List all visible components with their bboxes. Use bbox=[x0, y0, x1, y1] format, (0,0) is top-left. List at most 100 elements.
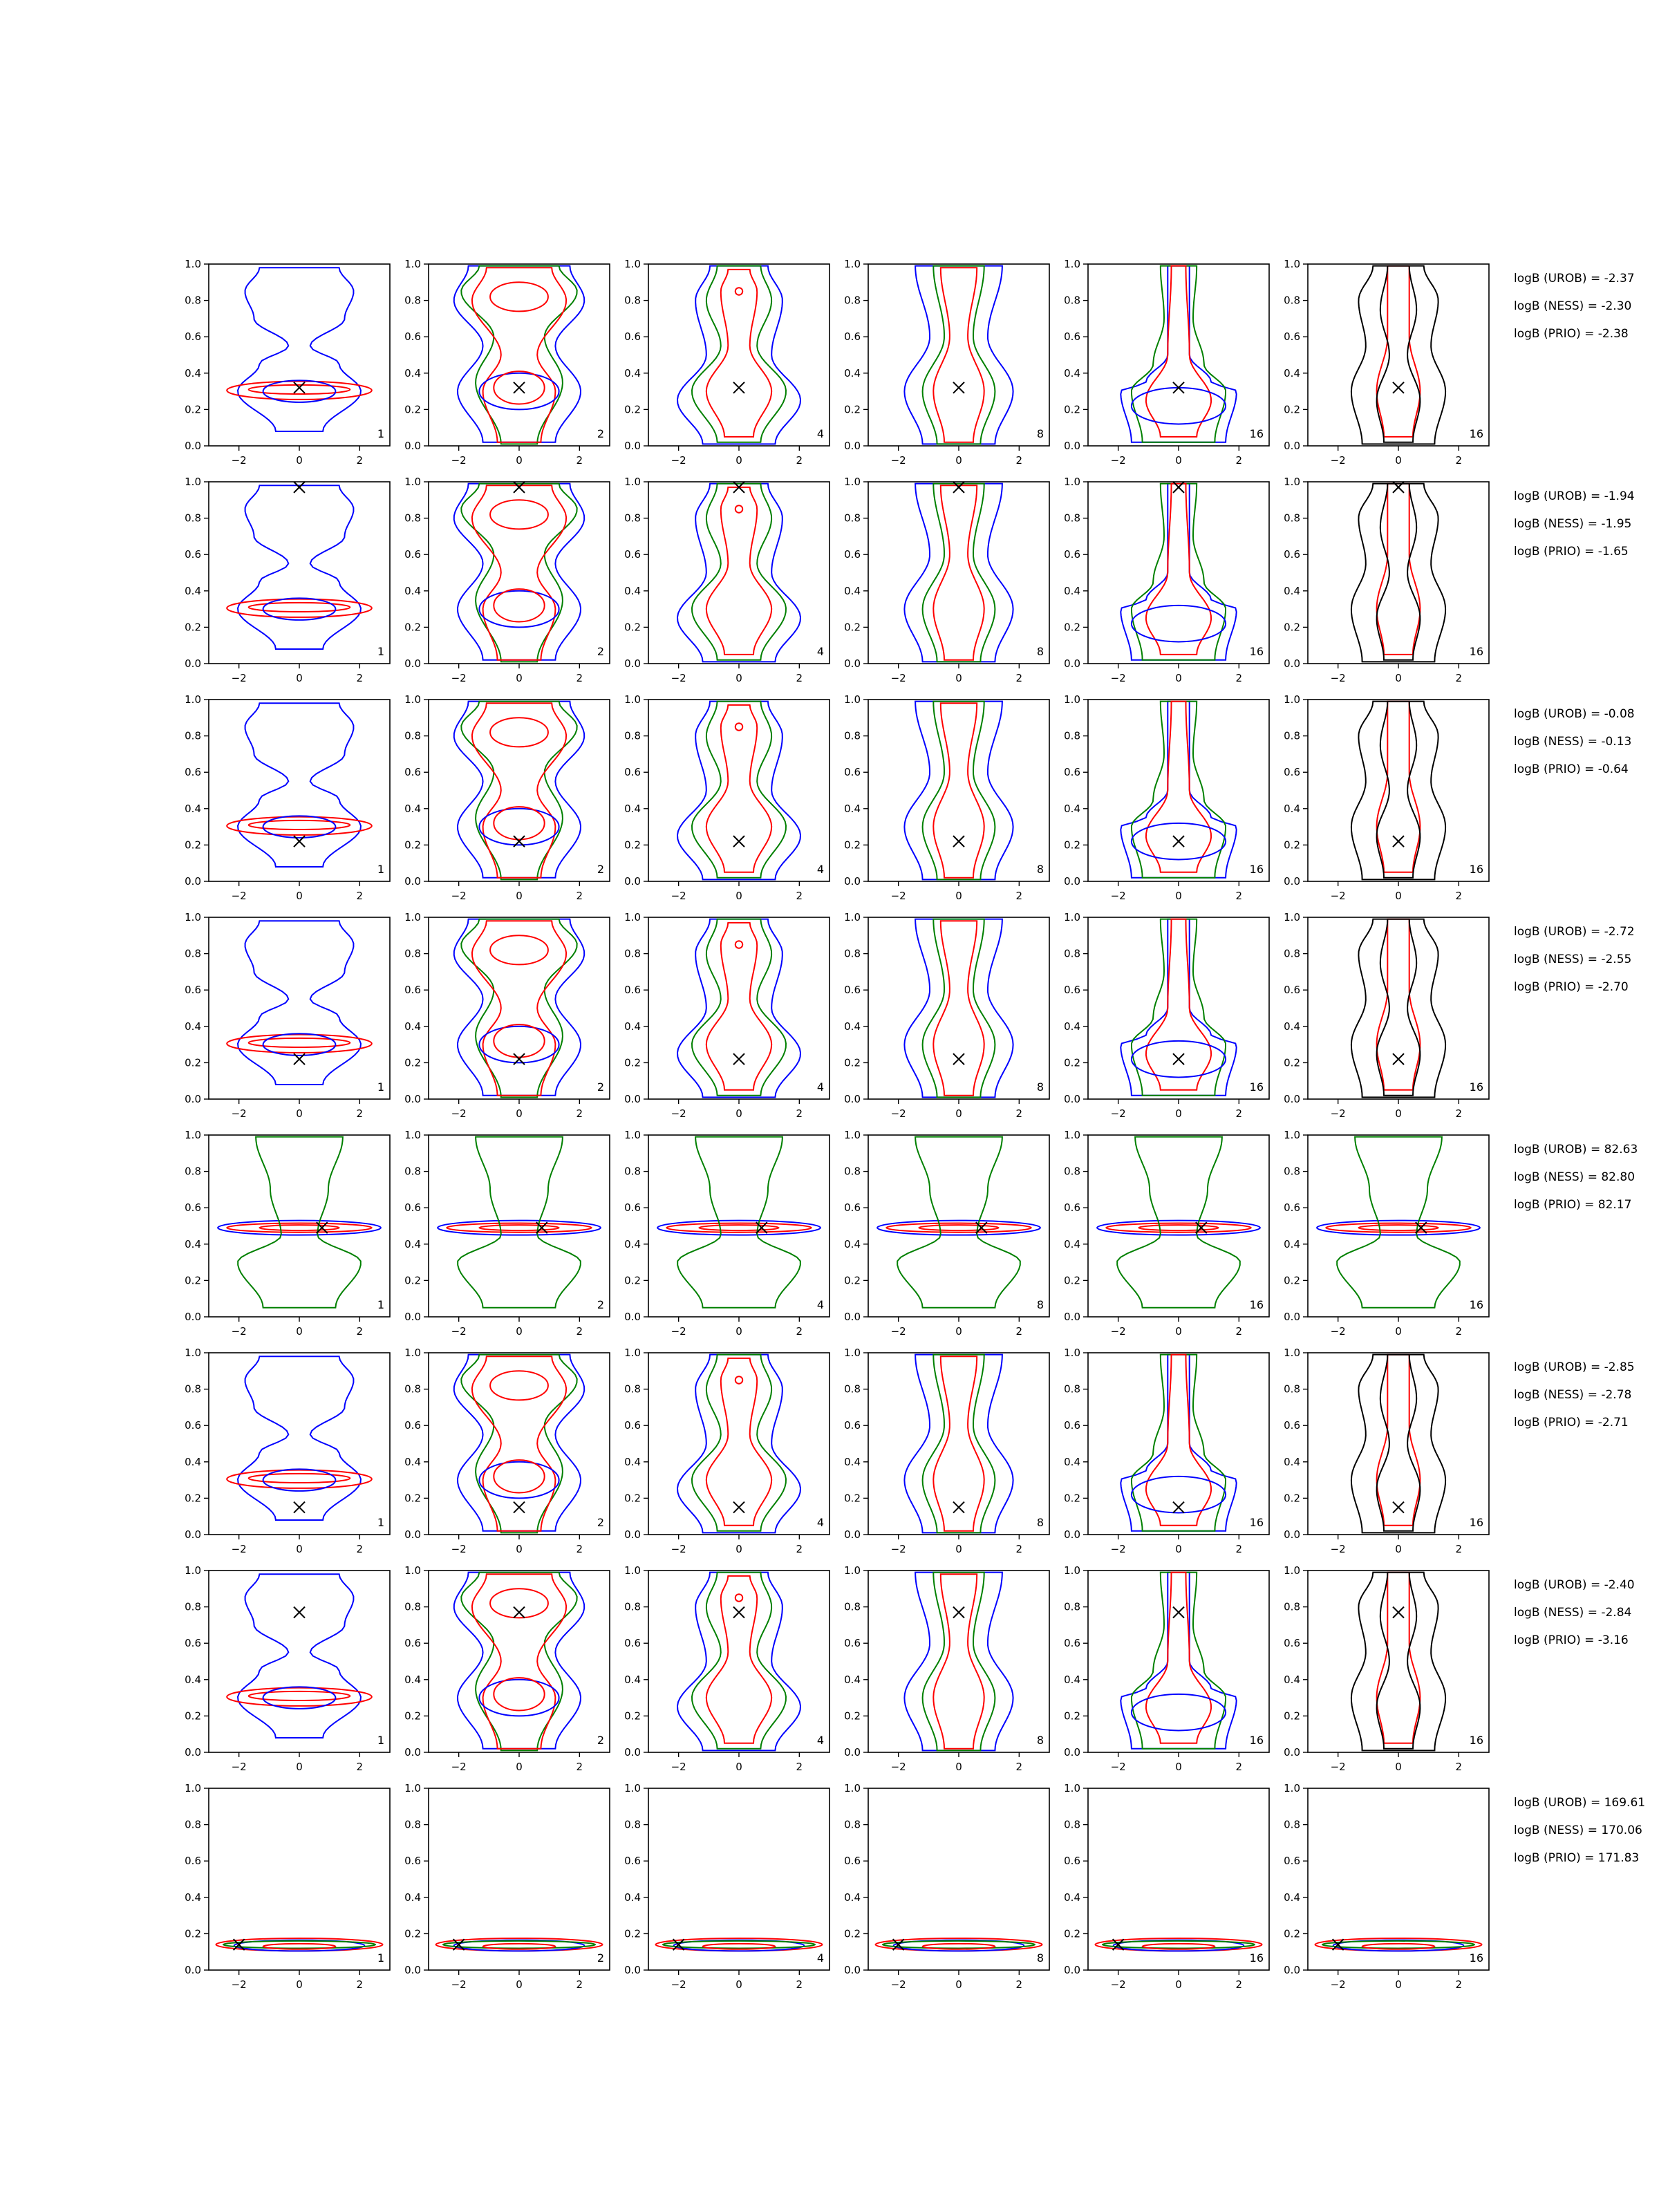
subplot-r3-c1: −2 0 2 0.0 0.2 0.4 0.6 0.8 1.0 1 bbox=[185, 693, 391, 902]
y-tick-label: 1.0 bbox=[404, 911, 421, 924]
y-tick-label: 0.2 bbox=[844, 621, 861, 633]
contour-green-2 bbox=[1131, 1353, 1226, 1532]
x-tick-label: −2 bbox=[451, 1107, 467, 1120]
y-tick-label: 1.0 bbox=[1064, 1347, 1080, 1359]
subplot-r4-c6: −2 0 2 0.0 0.2 0.4 0.6 0.8 1.0 16 bbox=[1284, 911, 1490, 1120]
y-tick-label: 1.0 bbox=[1284, 476, 1300, 488]
subplot-corner-label: 2 bbox=[597, 1080, 604, 1094]
axes-frame bbox=[208, 263, 391, 447]
subplot-corner-label: 16 bbox=[1470, 645, 1483, 658]
contour-green-3 bbox=[1321, 1940, 1476, 1949]
y-tick-label: 0.0 bbox=[1284, 1093, 1300, 1105]
y-tick-label: 0.2 bbox=[1064, 838, 1080, 851]
true-value-marker bbox=[293, 835, 306, 847]
y-tick-label: 0.2 bbox=[404, 1927, 421, 1940]
subplot-corner-label: 16 bbox=[1470, 1080, 1483, 1094]
subplot-r7-c6: −2 0 2 0.0 0.2 0.4 0.6 0.8 1.0 16 bbox=[1284, 1564, 1490, 1773]
y-tick-label: 0.0 bbox=[1284, 440, 1300, 452]
y-tick-label: 0.2 bbox=[624, 838, 641, 851]
y-tick-label: 1.0 bbox=[624, 1129, 641, 1141]
subplot-corner-label: 4 bbox=[817, 1951, 824, 1965]
contour-red-6 bbox=[493, 371, 545, 405]
logB-annotations: logB (UROB) = -0.08 logB (NESS) = -0.13 lo… bbox=[1514, 707, 1635, 776]
y-tick-label: 0.2 bbox=[844, 1709, 861, 1722]
x-tick-label: 0 bbox=[296, 1978, 303, 1991]
axes-frame bbox=[648, 699, 830, 882]
y-tick-label: 0.6 bbox=[624, 1855, 641, 1867]
contour-red-2 bbox=[446, 1222, 592, 1233]
x-tick-label: 2 bbox=[577, 1978, 583, 1991]
contour-lines bbox=[1350, 1353, 1447, 1534]
y-tick-label: 0.4 bbox=[404, 367, 421, 379]
axes-frame bbox=[868, 481, 1050, 664]
subplot-r3-c3: −2 0 2 0.0 0.2 0.4 0.6 0.8 1.0 4 bbox=[624, 693, 830, 902]
x-tick-label: 2 bbox=[577, 1107, 583, 1120]
y-tick-label: 0.4 bbox=[1064, 1674, 1080, 1686]
contour-lines bbox=[1316, 1136, 1481, 1309]
axes-frame bbox=[1307, 699, 1490, 882]
y-tick-label: 0.2 bbox=[185, 621, 201, 633]
contour-lines bbox=[217, 1136, 382, 1309]
y-tick-label: 0.0 bbox=[404, 1311, 421, 1323]
contour-red-4 bbox=[489, 935, 549, 966]
subplot-corner-label: 8 bbox=[1037, 863, 1044, 876]
x-tick-label: 0 bbox=[516, 672, 523, 684]
y-tick-label: 1.0 bbox=[185, 1129, 201, 1141]
y-tick-label: 0.8 bbox=[185, 512, 201, 525]
subplot-r1-c1: −2 0 2 0.0 0.2 0.4 0.6 0.8 1.0 1 bbox=[185, 258, 391, 467]
y-tick-label: 0.8 bbox=[185, 948, 201, 960]
y-tick-label: 0.0 bbox=[624, 1964, 641, 1976]
y-tick-label: 0.6 bbox=[844, 984, 861, 996]
x-tick-label: 2 bbox=[1456, 454, 1463, 467]
x-tick-label: −2 bbox=[451, 1325, 467, 1338]
contour-red-3 bbox=[932, 1573, 985, 1750]
contour-green-2 bbox=[1131, 1571, 1226, 1750]
logB-text: logB (PRIO) = 82.17 bbox=[1514, 1198, 1631, 1212]
logB-annotations: logB (UROB) = 82.63 logB (NESS) = 82.80 lo… bbox=[1514, 1143, 1638, 1212]
y-tick-label: 0.4 bbox=[185, 1674, 201, 1686]
y-tick-label: 0.8 bbox=[844, 294, 861, 307]
y-tick-label: 0.2 bbox=[1284, 621, 1300, 633]
contour-red-4 bbox=[489, 1588, 549, 1619]
y-tick-label: 1.0 bbox=[1284, 258, 1300, 270]
contour-green-2 bbox=[921, 482, 996, 663]
y-tick-label: 0.4 bbox=[404, 1456, 421, 1468]
x-tick-label: 2 bbox=[1456, 1978, 1463, 1991]
true-value-marker bbox=[293, 1053, 306, 1065]
x-tick-label: −2 bbox=[671, 672, 686, 684]
y-tick-label: 0.2 bbox=[844, 1492, 861, 1504]
x-tick-label: 2 bbox=[796, 1978, 803, 1991]
y-tick-label: 0.0 bbox=[185, 875, 201, 888]
y-tick-label: 0.6 bbox=[624, 1637, 641, 1649]
contour-green-2 bbox=[460, 482, 578, 663]
subplot-corner-label: 8 bbox=[1037, 1298, 1044, 1311]
y-tick-label: 0.4 bbox=[185, 1238, 201, 1250]
y-tick-label: 0.2 bbox=[624, 621, 641, 633]
axes-frame bbox=[1087, 917, 1270, 1100]
x-tick-label: 2 bbox=[796, 1325, 803, 1338]
contour-lines bbox=[903, 700, 1014, 881]
contour-blue-5 bbox=[478, 1025, 560, 1064]
contour-red-3 bbox=[1145, 1353, 1212, 1526]
y-tick-label: 0.2 bbox=[404, 838, 421, 851]
subplot-corner-label: 2 bbox=[597, 1951, 604, 1965]
contour-red-3 bbox=[705, 921, 773, 1091]
subplot-corner-label: 16 bbox=[1250, 863, 1264, 876]
y-tick-label: 0.8 bbox=[185, 294, 201, 307]
y-tick-label: 0.6 bbox=[185, 1637, 201, 1649]
contour-black-3 bbox=[1376, 482, 1421, 661]
subplot-corner-label: 8 bbox=[1037, 1951, 1044, 1965]
contour-lines bbox=[903, 1571, 1014, 1752]
axes-frame bbox=[648, 263, 830, 447]
contour-red-3 bbox=[932, 267, 985, 443]
x-tick-label: −2 bbox=[671, 1978, 686, 1991]
contour-black-3 bbox=[1376, 1353, 1421, 1532]
subplot-corner-label: 8 bbox=[1037, 427, 1044, 440]
y-tick-label: 1.0 bbox=[624, 258, 641, 270]
y-tick-label: 1.0 bbox=[185, 258, 201, 270]
logB-text: logB (PRIO) = 171.83 bbox=[1514, 1851, 1639, 1865]
y-tick-label: 0.0 bbox=[404, 440, 421, 452]
subplot-r7-c3: −2 0 2 0.0 0.2 0.4 0.6 0.8 1.0 4 bbox=[624, 1564, 830, 1773]
y-tick-label: 1.0 bbox=[1284, 1782, 1300, 1794]
x-tick-label: 2 bbox=[796, 672, 803, 684]
